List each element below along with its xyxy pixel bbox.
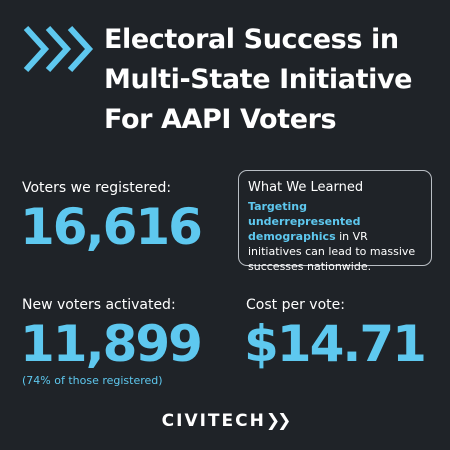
brand-chevron-icon: ❯❯ xyxy=(265,411,291,431)
learned-title: What We Learned xyxy=(248,180,364,195)
registered-value: 16,616 xyxy=(20,198,203,256)
registered-label: Voters we registered: xyxy=(22,180,172,196)
activated-value: 11,899 xyxy=(20,315,203,373)
learned-highlight: Targeting underrepresented demographics xyxy=(248,200,361,243)
brand-logo: CIVITECH❯❯ xyxy=(0,411,450,431)
learned-body: Targeting underrepresented demographics … xyxy=(248,199,422,274)
title-line: For AAPI Voters xyxy=(104,104,337,135)
learned-card: What We Learned Targeting underrepresent… xyxy=(238,170,432,273)
learned-text: in VR initiatives can lead to massive su… xyxy=(248,230,416,273)
brand-name: CIVITECH xyxy=(161,411,266,431)
activated-note: (74% of those registered) xyxy=(22,374,163,387)
triple-chevron-right-icon xyxy=(23,25,94,73)
activated-label: New voters activated: xyxy=(22,297,176,313)
cost-label: Cost per vote: xyxy=(246,297,345,313)
title-line: Multi-State Initiative xyxy=(104,64,413,95)
title-line: Electoral Success in xyxy=(104,24,399,55)
page-title: Electoral Success in Multi-State Initiat… xyxy=(104,20,434,140)
cost-value: $14.71 xyxy=(244,315,427,373)
